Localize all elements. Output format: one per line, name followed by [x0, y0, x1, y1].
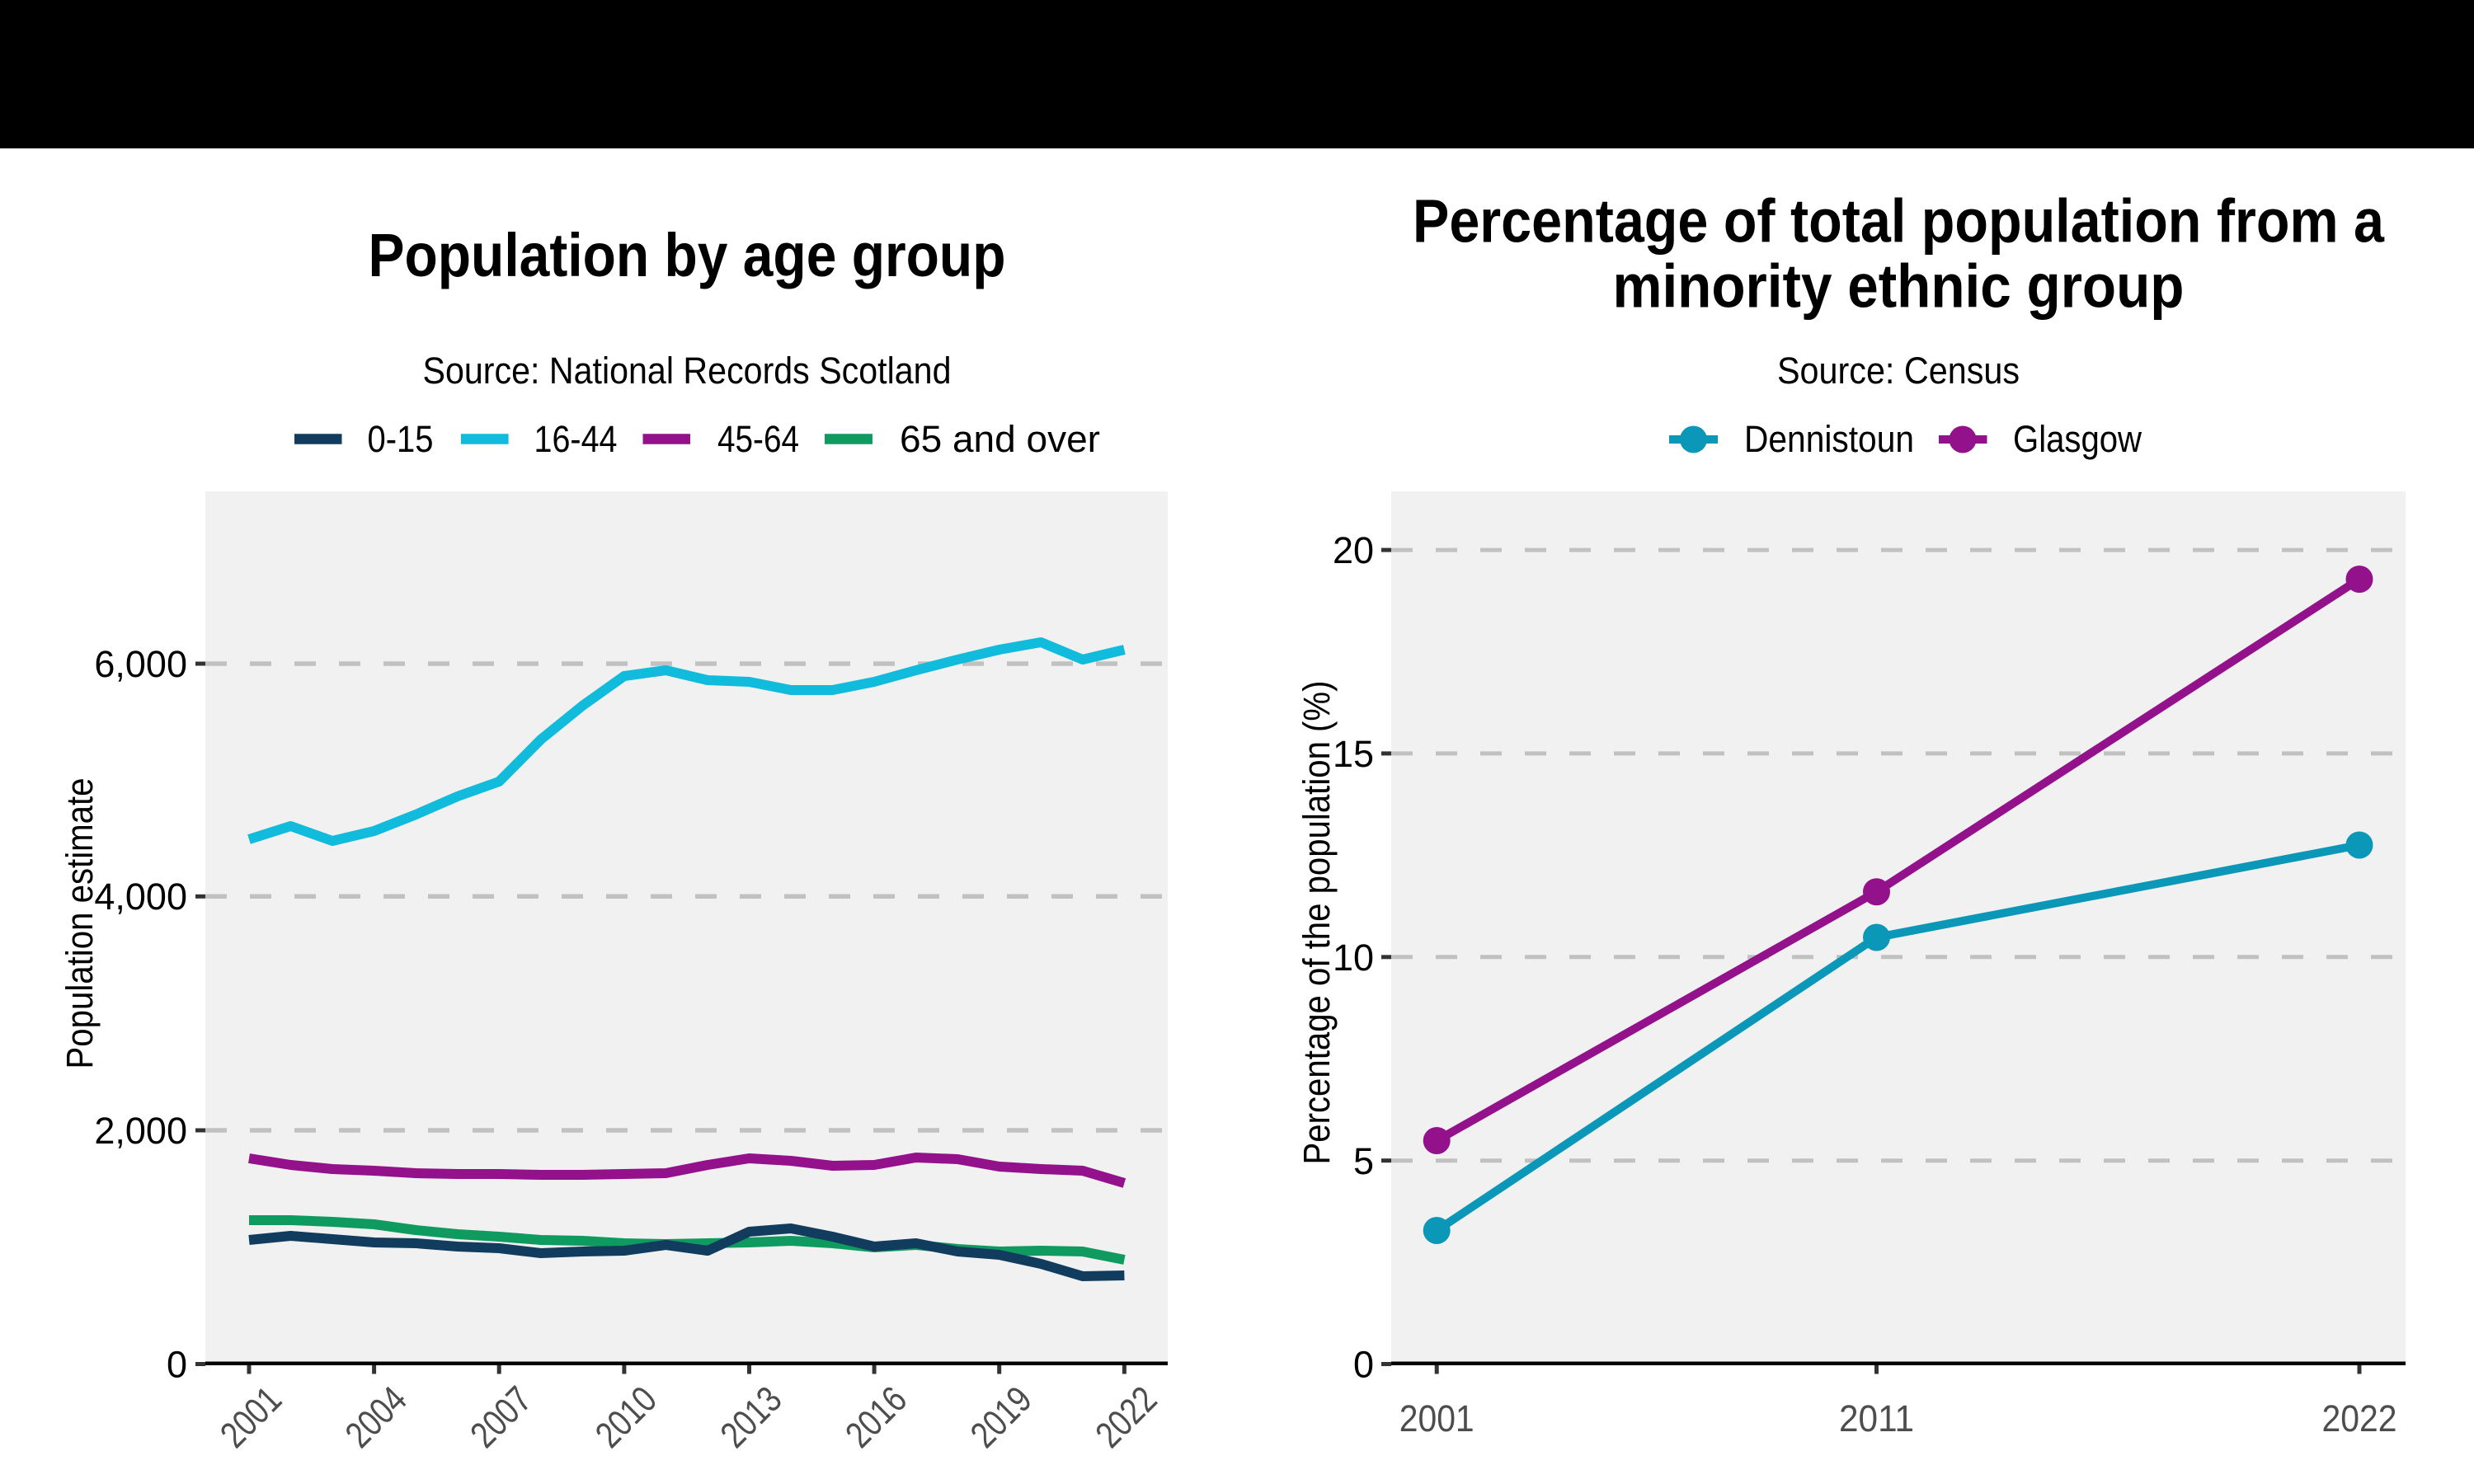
svg-text:20: 20: [1333, 529, 1374, 571]
svg-text:10: 10: [1333, 937, 1374, 979]
svg-text:0: 0: [1353, 1344, 1374, 1386]
svg-text:Source: National Records Scotl: Source: National Records Scotland: [423, 350, 952, 392]
svg-text:Glasgow: Glasgow: [2013, 418, 2142, 460]
svg-text:minority ethnic group: minority ethnic group: [1613, 252, 2185, 321]
svg-text:6,000: 6,000: [94, 643, 187, 685]
svg-text:4,000: 4,000: [94, 876, 187, 918]
svg-text:2022: 2022: [2322, 1397, 2397, 1439]
svg-text:2,000: 2,000: [94, 1110, 187, 1152]
svg-text:0-15: 0-15: [368, 418, 434, 460]
svg-text:2001: 2001: [1399, 1397, 1475, 1439]
svg-text:5: 5: [1353, 1140, 1374, 1182]
svg-text:16-44: 16-44: [534, 418, 618, 460]
svg-text:Dennistoun: Dennistoun: [1744, 418, 1914, 460]
svg-text:Percentage of the population (: Percentage of the population (%): [1296, 681, 1338, 1165]
svg-text:Percentage of total population: Percentage of total population from a: [1413, 187, 2385, 256]
svg-text:65 and over: 65 and over: [900, 418, 1100, 460]
svg-text:0: 0: [167, 1344, 187, 1386]
svg-text:Population by age group: Population by age group: [369, 221, 1006, 289]
svg-text:Population estimate: Population estimate: [59, 778, 101, 1069]
svg-text:2011: 2011: [1839, 1397, 1914, 1439]
svg-text:Source: Census: Source: Census: [1777, 350, 2020, 392]
svg-text:15: 15: [1333, 733, 1374, 775]
svg-text:45-64: 45-64: [717, 418, 799, 460]
